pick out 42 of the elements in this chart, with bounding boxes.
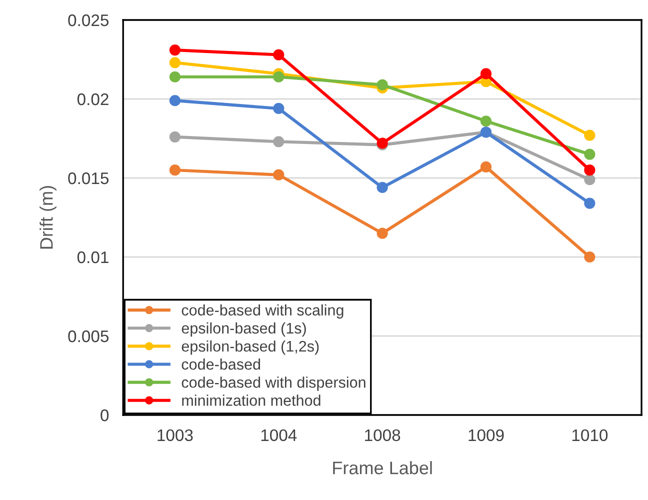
legend-label: epsilon-based (1s) [182,322,306,337]
x-axis-title: Frame Label [333,461,432,474]
legend-label: minimization method [182,394,320,406]
point [273,71,284,82]
legend-label: epsilon-based (1,2s) [182,340,319,355]
point [169,95,181,106]
point [169,44,181,56]
point [480,68,492,80]
point [584,198,596,209]
x-tick-label: 1004 [261,429,297,442]
point [376,228,388,239]
point [480,161,492,172]
point [169,71,181,82]
point [273,136,284,148]
point [273,102,284,114]
point [169,131,181,142]
point [169,57,181,68]
legend-label: code-based with scaling [182,304,344,319]
x-tick-label: 1009 [468,429,504,442]
y-axis-title: Drift (m) [40,186,56,249]
y-tick-label: 0.01 [77,251,108,264]
point [273,169,284,180]
point [376,79,388,90]
point [584,164,596,176]
point [584,130,596,141]
y-tick-label: 0.025 [68,14,109,26]
y-tick-label: 0.02 [77,93,108,106]
point [480,116,492,127]
y-tick-label: 0.005 [68,330,109,342]
y-tick-label: 0 [100,409,109,422]
point [169,164,181,176]
point [584,251,596,263]
x-tick-label: 1008 [365,429,400,442]
point [376,182,388,194]
x-tick-label: 1003 [158,429,193,442]
y-tick-label: 0.015 [68,172,109,184]
point [273,49,284,60]
point [584,148,596,160]
legend-label: code-based [182,358,260,370]
point [584,174,596,186]
legend-label: code-based with dispersion [182,376,366,391]
x-tick-label: 1010 [572,429,608,442]
